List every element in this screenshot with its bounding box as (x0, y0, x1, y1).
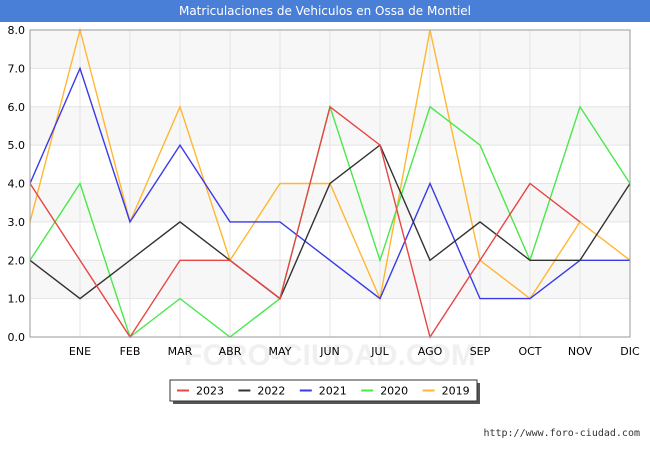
y-tick-label: 2.0 (8, 254, 26, 267)
x-tick-label: AGO (418, 345, 443, 358)
x-tick-label: MAR (168, 345, 193, 358)
y-axis-ticks: 0.0 1.0 2.0 3.0 4.0 5.0 6.0 7.0 8.0 (8, 24, 26, 344)
watermark: FORO-CIUDAD.COM (184, 339, 476, 372)
legend-label-2023: 2023 (196, 385, 224, 398)
chart-title: Matriculaciones de Vehiculos en Ossa de … (0, 0, 650, 22)
series-line-2022 (29, 143, 631, 300)
y-tick-label: 5.0 (8, 139, 26, 152)
x-axis-ticks: ENE FEB MAR ABR MAY JUN JUL AGO SEP OCT NOV DIC (69, 345, 640, 358)
source-url[interactable]: http://www.foro-ciudad.com (483, 428, 640, 439)
x-tick-label: MAY (269, 345, 292, 358)
x-tick-label: SEP (470, 345, 491, 358)
legend-label-2022: 2022 (257, 385, 285, 398)
x-tick-label: FEB (120, 345, 141, 358)
x-tick-label: ENE (69, 345, 91, 358)
plot-frame (29, 29, 631, 338)
x-tick-label: DIC (620, 345, 640, 358)
x-tick-label: JUL (370, 345, 389, 358)
legend-box (169, 379, 478, 402)
y-tick-label: 0.0 (8, 331, 26, 344)
y-tick-label: 7.0 (8, 62, 26, 75)
x-tick-label: ABR (219, 345, 242, 358)
y-tick-label: 1.0 (8, 293, 26, 306)
x-tick-label: NOV (568, 345, 593, 358)
legend-label-2019: 2019 (442, 385, 470, 398)
y-tick-label: 6.0 (8, 101, 26, 114)
legend-label-2020: 2020 (380, 385, 408, 398)
x-tick-label: OCT (518, 345, 541, 358)
series-line-2021 (29, 66, 630, 300)
y-tick-label: 8.0 (8, 24, 26, 37)
x-tick-label: JUN (319, 345, 340, 358)
legend-label-2021: 2021 (319, 385, 347, 398)
y-tick-label: 3.0 (8, 216, 26, 229)
y-tick-label: 4.0 (8, 178, 26, 191)
series-line-2023 (29, 105, 581, 339)
legend: 2023 2022 2021 2020 2019 (169, 379, 480, 404)
